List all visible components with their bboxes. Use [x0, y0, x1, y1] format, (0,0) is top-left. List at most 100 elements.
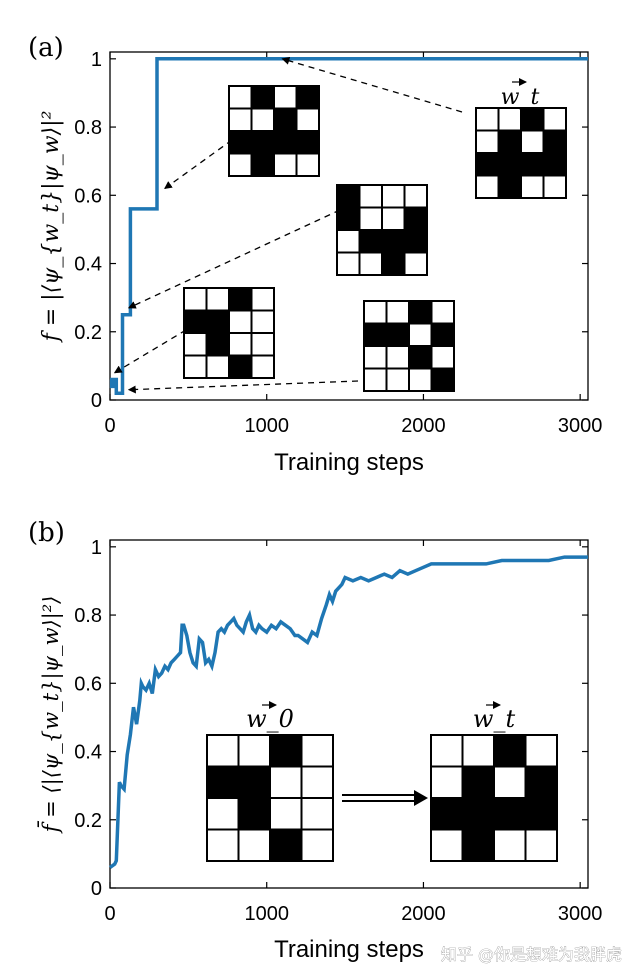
x-tick-label: 0 [104, 415, 115, 437]
inset-cell [381, 184, 406, 209]
inset-cell [542, 107, 567, 132]
inset-cell [237, 765, 271, 799]
plot-area-a [109, 51, 589, 401]
inset-cell [385, 322, 410, 347]
inset-cell [237, 828, 271, 862]
inset-cell [408, 300, 433, 325]
inset-cell [461, 765, 495, 799]
inset-cell [542, 129, 567, 154]
x-tick-label: 2000 [401, 903, 446, 925]
inset-cell [524, 828, 558, 862]
panel-b: (b) 0 1000 2000 3000 0 0.2 0.4 0.6 0.8 1 w_0 w_t T… [28, 518, 602, 963]
inset-cell [228, 287, 253, 312]
inset-cell [206, 734, 240, 768]
inset-pointer-arrow [113, 329, 187, 374]
inset-cell [403, 184, 428, 209]
inset-pointer-arrow [127, 209, 341, 309]
inset-cell [295, 85, 320, 110]
inset-cell [408, 322, 433, 347]
inset-state-056 [164, 85, 320, 190]
inset-cell [228, 354, 253, 379]
y-tick-label: 0.4 [74, 254, 102, 276]
inset-cell [497, 152, 522, 177]
inset-cell [542, 174, 567, 199]
y-tick-label: 0 [91, 390, 102, 412]
inset-cell [381, 229, 406, 254]
inset-cell [237, 734, 271, 768]
inset-cell [183, 332, 208, 357]
inset-cell [493, 797, 527, 831]
inset-cell [475, 129, 500, 154]
panel-label-a: (a) [28, 33, 64, 63]
inset-cell [493, 734, 527, 768]
inset-cell [228, 309, 253, 334]
inset-label: w_t [473, 705, 516, 733]
y-tick-label: 0.8 [74, 117, 102, 139]
inset-cell [300, 797, 334, 831]
x-tick-label: 0 [104, 903, 115, 925]
ticks-a: 0 1000 2000 3000 0 0.2 0.4 0.6 0.8 1 [74, 49, 602, 437]
inset-cell [269, 828, 303, 862]
inset-cell [358, 229, 383, 254]
inset-cell [385, 367, 410, 392]
inset-cell [269, 765, 303, 799]
inset-pointer-arrow [164, 139, 233, 190]
inset-cell [430, 734, 464, 768]
inset-state-002 [127, 300, 455, 394]
ylabel-a: f = |⟨ψ_{w_t}|ψ_w⟩|² [39, 111, 64, 344]
panel-label-b: (b) [28, 518, 65, 548]
inset-cell [524, 797, 558, 831]
inset-pointer-arrow [127, 380, 359, 394]
inset-cell [269, 734, 303, 768]
inset-cell [250, 287, 275, 312]
inset-cell [205, 309, 230, 334]
plot-area-b [109, 539, 589, 889]
inset-cell [300, 828, 334, 862]
y-tick-label: 0.2 [74, 322, 102, 344]
inset-cell [228, 107, 253, 132]
y-tick-label: 0.6 [74, 185, 102, 207]
inset-target: w_t [281, 56, 567, 199]
inset-cell [430, 797, 464, 831]
inset-cell [336, 251, 361, 276]
inset-cell [295, 152, 320, 177]
y-tick-label: 0.8 [74, 605, 102, 627]
inset-cell [183, 354, 208, 379]
inset-cell [273, 152, 298, 177]
inset-cell [520, 152, 545, 177]
inset-cell [461, 797, 495, 831]
inset-cell [228, 85, 253, 110]
x-tick-label: 1000 [244, 415, 289, 437]
inset-cell [183, 287, 208, 312]
inset-state-006 [113, 287, 275, 379]
inset-cell [206, 765, 240, 799]
inset-cell [228, 130, 253, 155]
inset-cell [228, 152, 253, 177]
inset-cell [493, 765, 527, 799]
inset-cell [408, 345, 433, 370]
inset-cell [497, 174, 522, 199]
inset-cell [430, 828, 464, 862]
inset-cell [269, 797, 303, 831]
inset-cell [250, 152, 275, 177]
inset-cell [542, 152, 567, 177]
inset-cell [300, 734, 334, 768]
inset-cell [381, 251, 406, 276]
inset-cell [430, 765, 464, 799]
xlabel-b: Training steps [274, 936, 424, 963]
inset-label: w_0 [246, 705, 294, 733]
inset-cell [497, 107, 522, 132]
inset-cell [250, 332, 275, 357]
ticks-b: 0 1000 2000 3000 0 0.2 0.4 0.6 0.8 1 [74, 537, 602, 925]
double-arrow-head-icon [414, 790, 428, 806]
x-tick-label: 3000 [558, 415, 603, 437]
inset-cell [336, 229, 361, 254]
series-line [108, 555, 588, 869]
inset-cell [430, 322, 455, 347]
inset-cell [493, 828, 527, 862]
inset-cell [250, 107, 275, 132]
inset-cell [475, 152, 500, 177]
inset-cell [403, 206, 428, 231]
inset-cell [497, 129, 522, 154]
panel-a: (a) 0 1000 2000 3000 0 0.2 0.4 0.6 0.8 1 w_t Trai… [28, 33, 602, 476]
